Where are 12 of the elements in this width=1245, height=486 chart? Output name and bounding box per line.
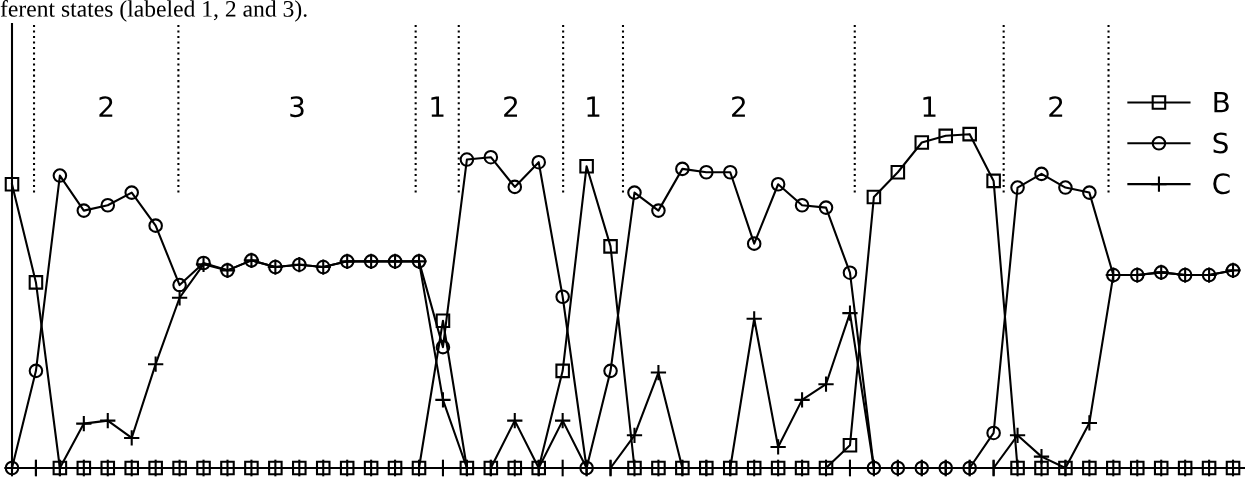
text: 1: [923, 96, 936, 117]
legend-label: C: [1213, 173, 1230, 195]
chart-title: ferent states (labeled 1, 2 and 3).: [0, 0, 307, 22]
legend-label: B: [1214, 92, 1229, 113]
legend-label: S: [1213, 132, 1228, 154]
text: 2: [99, 96, 113, 117]
text: 2: [1049, 96, 1063, 117]
text: 3: [290, 96, 304, 118]
text: 2: [504, 96, 517, 117]
text: 2: [732, 96, 745, 117]
text: 1: [431, 96, 444, 117]
text: 1: [587, 96, 600, 117]
